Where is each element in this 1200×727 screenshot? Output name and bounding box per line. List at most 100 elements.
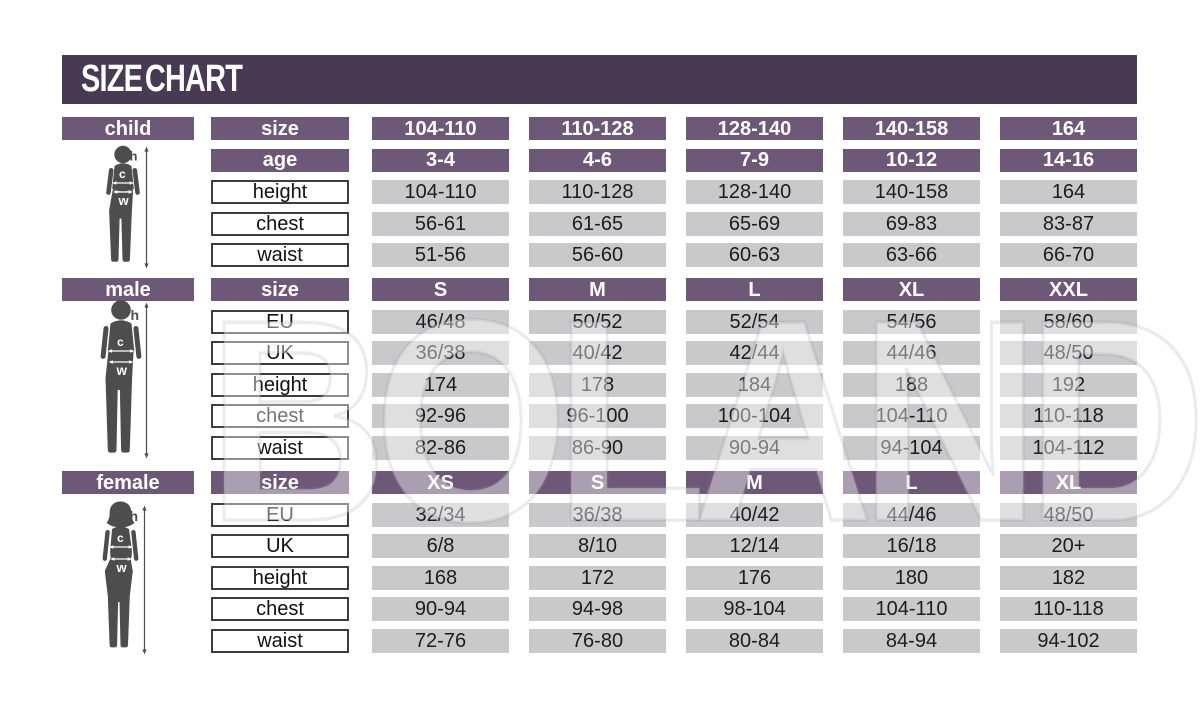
value-cell: 76-80	[529, 628, 666, 653]
waist-label: w	[116, 560, 128, 575]
value-cell: 84-94	[843, 628, 980, 653]
height-label: h	[130, 508, 139, 524]
value-cell: 184	[686, 372, 823, 397]
header-cell: S	[372, 278, 509, 301]
header-cell: XXL	[1000, 278, 1137, 301]
row-label-cell: chest	[211, 597, 349, 621]
value-cell: 63-66	[843, 243, 980, 267]
female-silhouette: h c w	[101, 500, 149, 657]
male-figure-icon: h c w	[100, 300, 149, 459]
value-cell: 46/48	[372, 309, 509, 334]
chest-label: c	[117, 531, 124, 545]
value-cell: 44/46	[843, 502, 980, 527]
value-cell: 52/54	[686, 309, 823, 334]
value-cell: 180	[843, 565, 980, 590]
header-cell: 10-12	[843, 148, 980, 172]
value-cell: 164	[1000, 180, 1137, 204]
male-silhouette: h c w	[100, 299, 152, 463]
row-label-cell: height	[211, 180, 349, 204]
value-cell: 192	[1000, 372, 1137, 397]
value-cell: 128-140	[686, 180, 823, 204]
value-cell: 58/60	[1000, 309, 1137, 334]
value-cell: 98-104	[686, 597, 823, 621]
value-cell: 48/50	[1000, 502, 1137, 527]
header-cell: L	[686, 278, 823, 301]
value-cell: 94-102	[1000, 628, 1137, 653]
row-label-cell: waist	[211, 628, 349, 653]
child-silhouette: h c w	[106, 145, 152, 271]
header-cell: 140-158	[843, 117, 980, 140]
value-cell: 94-104	[843, 435, 980, 460]
value-cell: 44/46	[843, 341, 980, 365]
value-cell: 182	[1000, 565, 1137, 590]
value-cell: 42/44	[686, 341, 823, 365]
row-label-cell: height	[211, 372, 349, 397]
waist-label: w	[116, 363, 128, 378]
value-cell: 140-158	[843, 180, 980, 204]
row-label-cell: chest	[211, 404, 349, 428]
table-row: male size S M L XL XXL	[62, 278, 1137, 301]
value-cell: 16/18	[843, 534, 980, 558]
value-cell: 80-84	[686, 628, 823, 653]
value-cell: 188	[843, 372, 980, 397]
value-cell: 8/10	[529, 534, 666, 558]
header-cell: M	[529, 278, 666, 301]
table-row: height 168 172 176 180 182	[62, 565, 1137, 590]
table-row: EU 46/48 50/52 52/54 54/56 58/60	[62, 309, 1137, 334]
waist-label: w	[118, 193, 130, 208]
section-label-female: female	[62, 471, 194, 494]
value-cell: 36/38	[372, 341, 509, 365]
value-cell: 48/50	[1000, 341, 1137, 365]
header-cell: XS	[372, 471, 509, 494]
value-cell: 174	[372, 372, 509, 397]
value-cell: 172	[529, 565, 666, 590]
header-cell: 164	[1000, 117, 1137, 140]
table-row: UK 6/8 8/10 12/14 16/18 20+	[62, 534, 1137, 558]
value-cell: 110-118	[1000, 404, 1137, 428]
value-cell: 104-110	[843, 597, 980, 621]
value-cell: 83-87	[1000, 211, 1137, 236]
value-cell: 6/8	[372, 534, 509, 558]
chest-arrow-icon	[112, 181, 134, 185]
row-label-cell: chest	[211, 211, 349, 236]
section-label-male: male	[62, 278, 194, 301]
row-label-cell: waist	[211, 435, 349, 460]
header-cell: 14-16	[1000, 148, 1137, 172]
value-cell: 56-61	[372, 211, 509, 236]
value-cell: 56-60	[529, 243, 666, 267]
header-cell: 104-110	[372, 117, 509, 140]
value-cell: 96-100	[529, 404, 666, 428]
value-cell: 36/38	[529, 502, 666, 527]
row-label-cell: size	[211, 117, 349, 140]
row-label-cell: age	[211, 148, 349, 172]
page-title: SIZE CHART	[81, 58, 243, 100]
value-cell: 110-118	[1000, 597, 1137, 621]
section-label-child: child	[62, 117, 194, 140]
chest-arrow-icon	[107, 349, 135, 353]
child-figure-icon: h c w	[106, 145, 149, 269]
header-cell: 110-128	[529, 117, 666, 140]
section-female: female size XS S M L XL EU 32/34 36/38 40/42 44/46 4…	[62, 471, 1137, 660]
value-cell: 66-70	[1000, 243, 1137, 267]
row-label-cell: EU	[211, 502, 349, 527]
header-cell: M	[686, 471, 823, 494]
row-label-cell: height	[211, 565, 349, 590]
row-label-cell: EU	[211, 309, 349, 334]
table-row: female size XS S M L XL	[62, 471, 1137, 494]
table-row: age 3-4 4-6 7-9 10-12 14-16	[62, 148, 1137, 172]
row-label-cell: waist	[211, 243, 349, 267]
value-cell: 32/34	[372, 502, 509, 527]
value-cell: 176	[686, 565, 823, 590]
value-cell: 51-56	[372, 243, 509, 267]
header-cell: S	[529, 471, 666, 494]
table-row: height 104-110 110-128 128-140 140-158 164	[62, 180, 1137, 204]
value-cell: 65-69	[686, 211, 823, 236]
value-cell: 92-96	[372, 404, 509, 428]
value-cell: 54/56	[843, 309, 980, 334]
value-cell: 82-86	[372, 435, 509, 460]
value-cell: 104-110	[372, 180, 509, 204]
table-row: child size 104-110 110-128 128-140 140-158 164	[62, 117, 1137, 140]
header-cell: L	[843, 471, 980, 494]
chest-label: c	[117, 335, 124, 349]
